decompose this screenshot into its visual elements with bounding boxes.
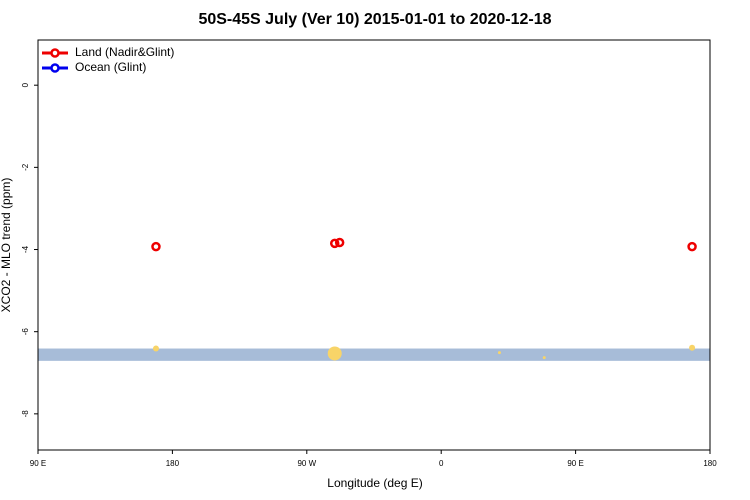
data-point (329, 238, 340, 249)
data-point (334, 237, 345, 248)
y-axis-label: XCO2 - MLO trend (ppm) (0, 178, 13, 313)
data-point (151, 241, 161, 252)
y-tick-label: -2 (21, 163, 30, 171)
y-tick-label: -6 (21, 328, 30, 336)
x-tick-label: 90 W (297, 459, 316, 468)
legend-marker (50, 48, 60, 58)
legend-marker (50, 63, 60, 73)
chart-title: 50S-45S July (Ver 10) 2015-01-01 to 2020… (198, 11, 551, 28)
legend-label: Ocean (Glint) (75, 60, 146, 74)
x-tick-label: 180 (166, 459, 180, 468)
plot-frame (37, 39, 711, 451)
band (38, 348, 710, 361)
y-tick-label: 0 (21, 82, 30, 87)
highlight-point (152, 345, 159, 352)
highlight-point (542, 356, 546, 360)
data-point (687, 241, 697, 252)
y-tick-label: -4 (21, 245, 30, 253)
x-axis-label: Longitude (deg E) (327, 476, 422, 490)
x-tick-label: 180 (703, 459, 717, 468)
highlight-point (689, 344, 696, 351)
highlight-point (327, 346, 342, 361)
x-tick-label: 0 (439, 459, 444, 468)
x-tick-label: 90 E (30, 459, 46, 468)
y-tick-label: -8 (21, 410, 30, 418)
x-tick-label: 90 E (567, 459, 583, 468)
highlight-point (497, 351, 501, 355)
legend-label: Land (Nadir&Glint) (75, 45, 174, 59)
